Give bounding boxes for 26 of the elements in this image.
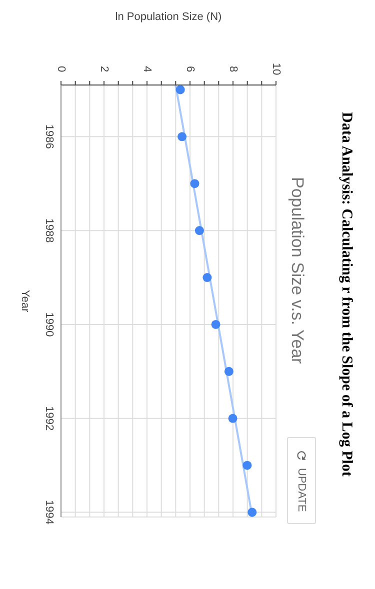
point [176, 85, 185, 94]
point [211, 320, 220, 329]
y-tick-label: 1994 [43, 500, 55, 525]
x-tick-label: 10 [270, 62, 282, 76]
y-tick-label: 1990 [43, 312, 55, 337]
point [190, 179, 200, 188]
y-tick-label: 1988 [43, 218, 55, 243]
point [228, 414, 238, 423]
point [202, 273, 212, 282]
text: Population Size v.s. Year [287, 176, 307, 364]
y-tick-label: 1992 [43, 406, 55, 431]
y-axis-title: Year [19, 290, 31, 312]
x-tick-label: 6 [184, 66, 196, 72]
x-axis-title: ln Population Size (N) [115, 11, 222, 23]
x-tick-label: 0 [55, 66, 67, 72]
point [178, 132, 187, 142]
point [242, 460, 252, 470]
x-tick-label: 2 [98, 66, 110, 72]
point [194, 226, 204, 236]
text: Data Analysis: Calculating r from the Slope of a Log Plot [338, 112, 354, 477]
x-tick-label: 4 [141, 66, 153, 72]
point [224, 366, 234, 376]
point [248, 508, 257, 517]
text: UPDATE [296, 468, 308, 512]
x-tick-label: 8 [227, 66, 239, 72]
y-tick-label: 1986 [43, 124, 55, 149]
